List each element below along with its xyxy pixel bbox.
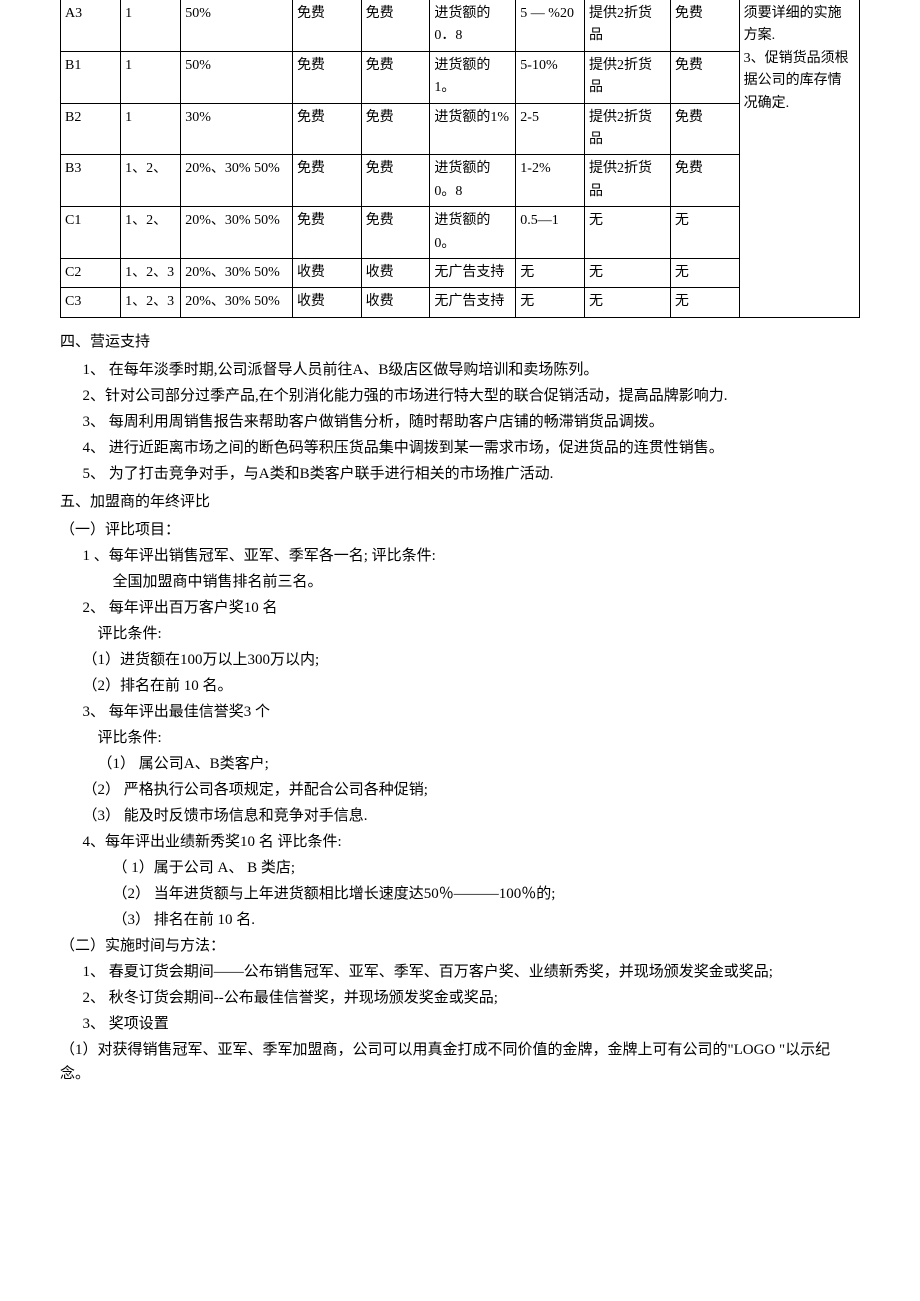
table-cell: 1、2、 bbox=[121, 207, 181, 259]
table-cell: 进货额的1% bbox=[430, 103, 516, 155]
s5-2-a: 2、 每年评出百万客户奖10 名 bbox=[83, 596, 861, 620]
table-cell: 进货额的0。8 bbox=[430, 155, 516, 207]
policy-table: A3150%免费免费进货额的0．85 — %20提供2折货品免费须要详细的实施方… bbox=[60, 0, 860, 318]
table-cell: A3 bbox=[61, 0, 121, 51]
table-cell: 收费 bbox=[292, 258, 361, 287]
table-cell: 免费 bbox=[292, 155, 361, 207]
table-cell: 免费 bbox=[292, 103, 361, 155]
table-cell: 5-10% bbox=[516, 51, 585, 103]
table-cell: 进货额的0．8 bbox=[430, 0, 516, 51]
s5-m3: 3、 奖项设置 bbox=[83, 1012, 861, 1036]
s5-m2: 2、 秋冬订货会期间--公布最佳信誉奖，并现场颁发奖金或奖品; bbox=[83, 986, 861, 1010]
s5-2-b: 评比条件: bbox=[98, 622, 861, 646]
table-cell: 进货额的 1。 bbox=[430, 51, 516, 103]
table-cell: 50% bbox=[181, 0, 293, 51]
table-cell: 20%、30% 50% bbox=[181, 207, 293, 259]
table-cell: 免费 bbox=[670, 0, 739, 51]
table-cell: 无广告支持 bbox=[430, 258, 516, 287]
table-cell: B3 bbox=[61, 155, 121, 207]
s5-m3-1: （1）对获得销售冠军、亚军、季军加盟商，公司可以用真金打成不同价值的金牌，金牌上… bbox=[60, 1038, 860, 1086]
table-cell: 收费 bbox=[361, 288, 430, 317]
table-cell: 20%、30% 50% bbox=[181, 155, 293, 207]
s5-2-c: （1）进货额在100万以上300万以内; bbox=[83, 648, 861, 672]
table-cell: 进货额的 0。 bbox=[430, 207, 516, 259]
table-cell: 免费 bbox=[361, 207, 430, 259]
table-cell: 无 bbox=[585, 288, 671, 317]
table-cell: 1 bbox=[121, 0, 181, 51]
table-cell: 免费 bbox=[361, 51, 430, 103]
table-cell: 无 bbox=[670, 207, 739, 259]
table-cell: 无 bbox=[585, 258, 671, 287]
section-5-sub1: （一）评比项目： bbox=[60, 518, 860, 542]
section-4-item: 1、 在每年淡季时期,公司派督导人员前往A、B级店区做导购培训和卖场陈列。 bbox=[83, 358, 861, 382]
table-cell: 免费 bbox=[292, 51, 361, 103]
s5-4-b: （ 1）属于公司 A、 B 类店; bbox=[113, 856, 861, 880]
s5-3-b: 评比条件: bbox=[98, 726, 861, 750]
table-cell: 无 bbox=[670, 258, 739, 287]
section-4-item: 5、 为了打击竞争对手，与A类和B类客户联手进行相关的市场推广活动. bbox=[83, 462, 861, 486]
table-cell: 免费 bbox=[670, 103, 739, 155]
section-4-title: 四、营运支持 bbox=[60, 330, 860, 354]
s5-3-a: 3、 每年评出最佳信誉奖3 个 bbox=[83, 700, 861, 724]
table-cell: 免费 bbox=[670, 51, 739, 103]
table-cell: 免费 bbox=[292, 0, 361, 51]
table-cell: 无广告支持 bbox=[430, 288, 516, 317]
table-cell: 免费 bbox=[670, 155, 739, 207]
table-cell: 1-2% bbox=[516, 155, 585, 207]
table-cell: 提供2折货品 bbox=[585, 0, 671, 51]
table-cell: 1、2、 bbox=[121, 155, 181, 207]
table-cell: 免费 bbox=[361, 103, 430, 155]
table-cell: 50% bbox=[181, 51, 293, 103]
section-4-item: 4、 进行近距离市场之间的断色码等积压货品集中调拨到某一需求市场，促进货品的连贯… bbox=[83, 436, 861, 460]
s5-3-e: （3） 能及时反馈市场信息和竞争对手信息. bbox=[83, 804, 861, 828]
table-cell: C3 bbox=[61, 288, 121, 317]
s5-3-d: （2） 严格执行公司各项规定，并配合公司各种促销; bbox=[83, 778, 861, 802]
table-cell: 无 bbox=[516, 258, 585, 287]
table-cell: 提供2折货品 bbox=[585, 103, 671, 155]
table-cell: 0.5—1 bbox=[516, 207, 585, 259]
table-cell: B2 bbox=[61, 103, 121, 155]
table-cell: 提供2折货品 bbox=[585, 51, 671, 103]
table-cell: 30% bbox=[181, 103, 293, 155]
table-side-note: 须要详细的实施方案. 3、促销货品须根据公司的库存情况确定. bbox=[739, 0, 859, 317]
table-cell: B1 bbox=[61, 51, 121, 103]
table-cell: 提供2折货品 bbox=[585, 155, 671, 207]
table-cell: 收费 bbox=[361, 258, 430, 287]
s5-4-c: （2） 当年进货额与上年进货额相比增长速度达50％———100％的; bbox=[113, 882, 861, 906]
table-cell: 无 bbox=[585, 207, 671, 259]
table-cell: C1 bbox=[61, 207, 121, 259]
table-cell: 1、2、3 bbox=[121, 258, 181, 287]
s5-3-c: （1） 属公司A、B类客户; bbox=[98, 752, 861, 776]
section-4-item: 3、 每周利用周销售报告来帮助客户做销售分析，随时帮助客户店铺的畅滞销货品调拨。 bbox=[83, 410, 861, 434]
s5-2-d: （2）排名在前 10 名。 bbox=[83, 674, 861, 698]
table-cell: 收费 bbox=[292, 288, 361, 317]
table-cell: 5 — %20 bbox=[516, 0, 585, 51]
table-row: A3150%免费免费进货额的0．85 — %20提供2折货品免费须要详细的实施方… bbox=[61, 0, 860, 51]
table-cell: 无 bbox=[516, 288, 585, 317]
s5-4-d: （3） 排名在前 10 名. bbox=[113, 908, 861, 932]
s5-1-a: 1 、每年评出销售冠军、亚军、季军各一名; 评比条件: bbox=[83, 544, 861, 568]
table-cell: C2 bbox=[61, 258, 121, 287]
section-4-item: 2、针对公司部分过季产品,在个别消化能力强的市场进行特大型的联合促销活动，提高品… bbox=[83, 384, 861, 408]
table-cell: 1、2、3 bbox=[121, 288, 181, 317]
section-5-title: 五、加盟商的年终评比 bbox=[60, 490, 860, 514]
table-cell: 20%、30% 50% bbox=[181, 288, 293, 317]
table-cell: 2-5 bbox=[516, 103, 585, 155]
section-5-sub2: （二）实施时间与方法： bbox=[60, 934, 860, 958]
s5-1-b: 全国加盟商中销售排名前三名。 bbox=[113, 570, 861, 594]
table-cell: 无 bbox=[670, 288, 739, 317]
s5-m1: 1、 春夏订货会期间——公布销售冠军、亚军、季军、百万客户奖、业绩新秀奖，并现场… bbox=[83, 960, 861, 984]
table-cell: 1 bbox=[121, 51, 181, 103]
s5-4-a: 4、每年评出业绩新秀奖10 名 评比条件: bbox=[83, 830, 861, 854]
table-cell: 免费 bbox=[361, 0, 430, 51]
table-cell: 免费 bbox=[292, 207, 361, 259]
table-cell: 免费 bbox=[361, 155, 430, 207]
table-cell: 20%、30% 50% bbox=[181, 258, 293, 287]
table-cell: 1 bbox=[121, 103, 181, 155]
